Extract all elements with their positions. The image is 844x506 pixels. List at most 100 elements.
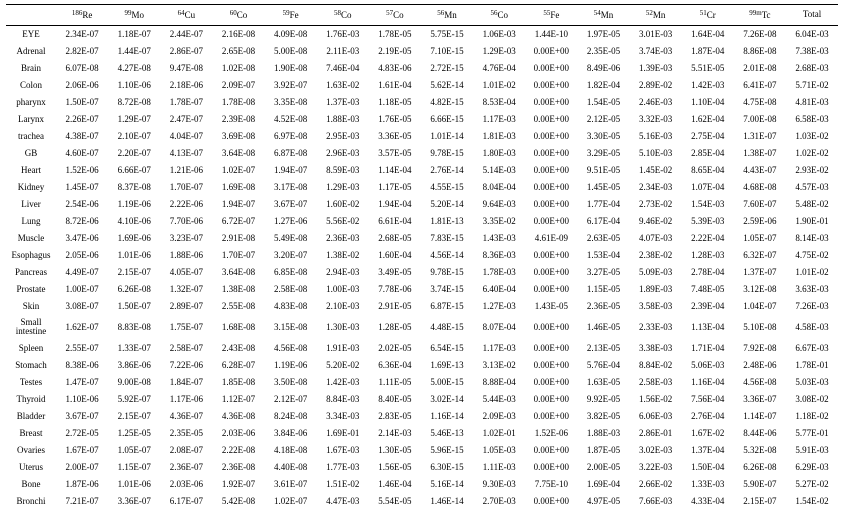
data-cell: 1.76E-03 (317, 26, 369, 43)
data-cell: 3.38E-03 (630, 340, 682, 357)
data-cell: 2.43E-08 (212, 340, 264, 357)
data-cell: 1.44E-10 (525, 26, 577, 43)
data-cell: 0.00E+00 (525, 442, 577, 459)
data-cell: 1.13E-04 (682, 319, 734, 336)
data-cell: 5.10E-03 (630, 145, 682, 162)
data-cell: 2.66E-02 (630, 476, 682, 493)
data-cell: 4.55E-15 (421, 179, 473, 196)
data-cell: 6.26E-08 (108, 281, 160, 298)
organ-label: EYE (6, 27, 56, 42)
organ-label: Muscle (6, 231, 56, 246)
data-cell: 0.00E+00 (525, 281, 577, 298)
table-row: Lung8.72E-064.10E-067.70E-066.72E-071.27… (6, 213, 838, 230)
data-cell: 6.04E-03 (786, 26, 838, 43)
data-cell: 1.67E-07 (56, 442, 108, 459)
data-cell: 1.01E-02 (473, 77, 525, 94)
data-cell: 2.58E-03 (630, 374, 682, 391)
data-cell: 2.02E-05 (369, 340, 421, 357)
data-cell: 3.27E-05 (577, 264, 629, 281)
data-cell: 4.68E-08 (734, 179, 786, 196)
table-header-row: 186Re99Mo64Cu60Co59Fe58Co57Co56Mn56Co55F… (6, 4, 838, 26)
data-cell: 2.94E-03 (317, 264, 369, 281)
data-cell: 2.96E-03 (317, 145, 369, 162)
data-cell: 1.03E-02 (786, 128, 838, 145)
table-row: EYE2.34E-071.18E-072.44E-072.16E-084.09E… (6, 26, 838, 43)
data-cell: 1.33E-03 (682, 476, 734, 493)
data-cell: 6.67E-03 (786, 340, 838, 357)
table-row: Breast2.72E-051.25E-052.35E-052.03E-063.… (6, 425, 838, 442)
data-cell: 4.27E-08 (108, 60, 160, 77)
data-cell: 1.69E-01 (317, 425, 369, 442)
data-cell: 2.08E-07 (160, 442, 212, 459)
table-row: Prostate1.00E-076.26E-081.32E-071.38E-08… (6, 281, 838, 298)
table-row: Uterus2.00E-071.15E-072.36E-072.36E-084.… (6, 459, 838, 476)
data-cell: 7.83E-15 (421, 230, 473, 247)
data-cell: 1.18E-07 (108, 26, 160, 43)
data-cell: 4.83E-06 (369, 60, 421, 77)
data-cell: 1.00E-03 (317, 281, 369, 298)
data-cell: 1.94E-07 (212, 196, 264, 213)
data-cell: 1.64E-04 (682, 26, 734, 43)
data-cell: 2.48E-06 (734, 357, 786, 374)
data-cell: 1.77E-04 (577, 196, 629, 213)
data-cell: 2.38E-02 (630, 247, 682, 264)
data-cell: 1.05E-07 (108, 442, 160, 459)
data-cell: 4.49E-07 (56, 264, 108, 281)
data-cell: 1.63E-02 (317, 77, 369, 94)
data-cell: 1.68E-08 (212, 319, 264, 336)
data-cell: 3.35E-02 (473, 213, 525, 230)
data-cell: 9.46E-02 (630, 213, 682, 230)
data-cell: 6.72E-07 (212, 213, 264, 230)
data-cell: 3.35E-08 (265, 94, 317, 111)
header-isotope: 54Mn (577, 5, 629, 25)
table-row: Pancreas4.49E-072.15E-074.05E-073.64E-08… (6, 264, 838, 281)
data-cell: 8.86E-08 (734, 43, 786, 60)
data-cell: 3.12E-08 (734, 281, 786, 298)
data-cell: 0.00E+00 (525, 319, 577, 336)
data-cell: 3.17E-08 (265, 179, 317, 196)
data-cell: 3.86E-06 (108, 357, 160, 374)
data-cell: 7.66E-03 (630, 493, 682, 506)
data-cell: 3.01E-03 (630, 26, 682, 43)
data-cell: 1.54E-03 (682, 196, 734, 213)
data-cell: 1.80E-03 (473, 145, 525, 162)
data-cell: 5.77E-01 (786, 425, 838, 442)
data-cell: 2.00E-07 (56, 459, 108, 476)
data-cell: 0.00E+00 (525, 391, 577, 408)
data-cell: 1.18E-02 (786, 408, 838, 425)
header-isotope: 58Co (317, 5, 369, 25)
data-cell: 1.97E-05 (577, 26, 629, 43)
data-cell: 5.92E-07 (108, 391, 160, 408)
data-cell: 1.50E-07 (108, 298, 160, 315)
data-cell: 1.29E-03 (473, 43, 525, 60)
data-cell: 2.63E-05 (577, 230, 629, 247)
data-cell: 2.36E-08 (212, 459, 264, 476)
data-cell: 1.32E-07 (160, 281, 212, 298)
organ-label: Colon (6, 78, 56, 93)
data-cell: 7.22E-06 (160, 357, 212, 374)
data-cell: 6.87E-08 (265, 145, 317, 162)
table-row: Esophagus2.05E-061.01E-061.88E-061.70E-0… (6, 247, 838, 264)
data-cell: 1.78E-08 (212, 94, 264, 111)
table-row: Stomach8.38E-063.86E-067.22E-066.28E-071… (6, 357, 838, 374)
data-cell: 8.88E-04 (473, 374, 525, 391)
data-cell: 3.61E-07 (265, 476, 317, 493)
data-cell: 7.46E-04 (317, 60, 369, 77)
data-cell: 5.51E-05 (682, 60, 734, 77)
header-isotope: 59Fe (265, 5, 317, 25)
data-cell: 1.90E-08 (265, 60, 317, 77)
data-cell: 2.55E-07 (56, 340, 108, 357)
data-cell: 2.89E-02 (630, 77, 682, 94)
data-cell: 3.67E-07 (265, 196, 317, 213)
data-cell: 4.10E-06 (108, 213, 160, 230)
data-cell: 1.45E-02 (630, 162, 682, 179)
data-cell: 2.59E-06 (734, 213, 786, 230)
data-cell: 2.09E-03 (473, 408, 525, 425)
header-isotope: 57Co (369, 5, 421, 25)
data-cell: 1.10E-04 (682, 94, 734, 111)
data-cell: 1.56E-02 (630, 391, 682, 408)
data-cell: 4.56E-14 (421, 247, 473, 264)
data-cell: 8.07E-04 (473, 319, 525, 336)
data-cell: 6.58E-03 (786, 111, 838, 128)
table-row: Spleen2.55E-071.33E-072.58E-072.43E-084.… (6, 340, 838, 357)
